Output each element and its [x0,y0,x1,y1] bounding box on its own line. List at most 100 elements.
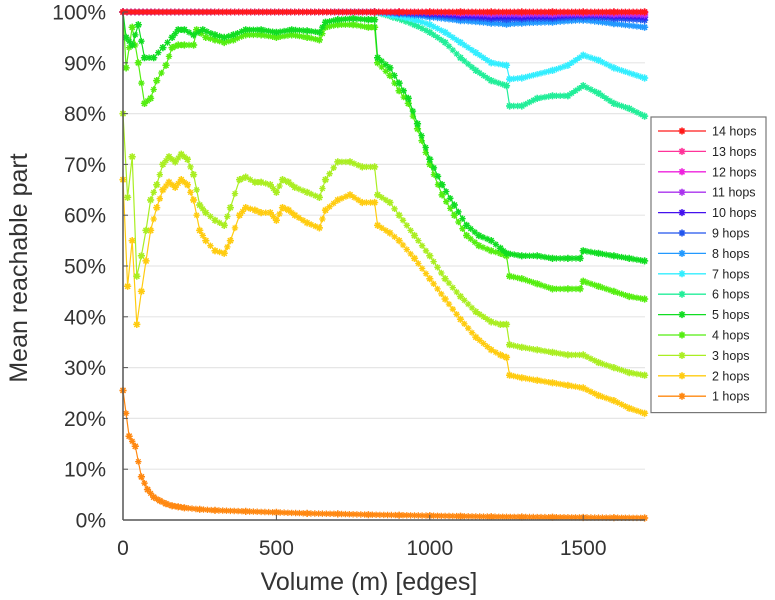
grid-lines [123,11,645,470]
data-point [579,384,587,392]
data-point [641,257,649,265]
y-tick-label: 100% [52,2,106,25]
data-point [426,160,434,168]
data-point [334,510,342,518]
data-point [168,502,176,510]
data-point [641,409,649,417]
series-14-hops [119,8,649,16]
data-point [395,211,403,219]
data-point [211,506,219,514]
data-point [190,171,198,179]
data-point [564,61,572,69]
data-point [202,33,210,41]
data-point [641,295,649,303]
series-4-hops [119,8,649,303]
data-point [610,252,618,260]
data-point [610,20,618,28]
data-point [272,28,280,36]
legend-item: 7 hops [658,267,750,281]
data-point [625,404,633,412]
data-point [236,176,244,184]
data-point [147,196,155,204]
data-point [202,209,210,217]
data-point [610,364,618,372]
data-point [548,379,557,387]
data-point [548,513,557,521]
data-point [303,188,311,196]
data-point [395,511,403,519]
data-point [257,26,265,34]
data-point [125,432,133,440]
data-point [349,21,357,29]
data-point [404,99,412,107]
data-point [625,254,633,262]
data-point [641,74,649,82]
data-point [426,28,434,36]
data-point [625,369,633,377]
data-point [502,82,511,90]
data-point [548,254,557,262]
data-point [410,21,419,29]
data-point [358,163,366,171]
data-point [358,198,366,207]
data-point [386,198,394,207]
data-point [334,21,342,29]
data-point [610,8,618,16]
data-point [395,8,403,16]
data-point [502,320,511,328]
data-point [496,249,504,257]
data-point [272,188,280,196]
y-tick-label: 30% [64,357,106,380]
data-point [315,224,323,232]
data-point [211,31,219,39]
data-point [153,181,161,189]
data-point [174,41,182,49]
y-tick-label: 20% [64,408,106,431]
legend-label: 13 hops [712,145,756,159]
data-point [456,8,465,16]
data-point [199,26,207,34]
x-ticks: 0 500 1000 1500 [117,515,607,560]
data-point [177,176,185,184]
data-point [291,183,299,191]
data-point [487,346,495,354]
data-point [395,79,403,87]
legend-marker [678,229,686,237]
data-point [371,16,379,24]
legend-label: 14 hops [712,125,756,139]
data-point [579,247,587,255]
series-markers [119,387,648,522]
legend-marker [678,127,686,135]
data-point [548,285,557,293]
data-point [190,196,198,204]
data-point [564,351,572,359]
data-point [438,191,446,199]
data-point [426,155,434,163]
data-point [610,287,618,295]
data-point [133,320,141,328]
data-point [386,64,394,72]
legend-marker [678,168,686,176]
data-point [236,211,244,219]
legend-item: 8 hops [658,247,750,261]
data-point [257,178,265,186]
data-point [386,229,394,237]
data-point [438,181,446,189]
legend-item: 11 hops [658,186,756,200]
legend-box [650,116,767,414]
data-point [180,26,188,34]
data-point [303,509,311,517]
data-point [386,71,394,80]
data-point [142,226,150,234]
x-tick-label: 0 [117,537,129,560]
data-point [410,254,419,262]
data-point [278,204,287,212]
data-point [518,252,526,260]
data-point [594,56,603,64]
data-point [364,511,372,519]
legend-label: 3 hops [712,349,750,363]
data-point [156,497,164,505]
data-point [506,102,514,110]
data-point [518,374,526,382]
legend-item: 14 hops [658,125,756,139]
